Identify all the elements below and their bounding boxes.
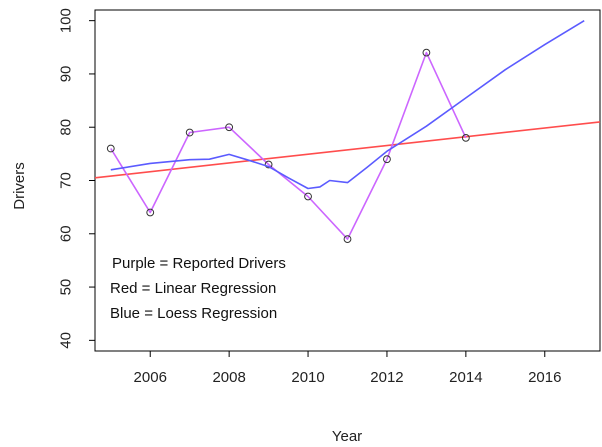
y-tick-label: 90	[58, 66, 75, 83]
y-tick-label: 100	[58, 8, 75, 33]
y-axis-title: Drivers	[11, 162, 28, 210]
x-tick-label: 2012	[370, 369, 403, 386]
series-line-linear	[94, 121, 601, 179]
x-tick-label: 2010	[291, 369, 324, 386]
x-tick-label: 2016	[528, 369, 561, 386]
series-line-reported	[110, 51, 467, 240]
data-point	[422, 48, 431, 57]
series-layer	[94, 20, 601, 244]
plot-frame	[94, 9, 601, 352]
y-axis: 40 50 60 70 80 90 100	[58, 8, 95, 349]
data-point	[461, 133, 470, 142]
data-point	[185, 128, 194, 137]
data-point	[383, 155, 391, 164]
x-tick-label: 2006	[134, 369, 167, 386]
data-point	[146, 208, 155, 217]
x-tick-label: 2008	[212, 369, 245, 386]
annotation-purple: Purple = Reported Drivers	[112, 255, 286, 272]
y-tick-label: 60	[58, 225, 75, 242]
y-tick-label: 70	[58, 172, 75, 189]
series-line-loess	[110, 20, 585, 190]
x-axis-title: Year	[332, 428, 362, 445]
data-point	[264, 160, 273, 169]
y-tick-label: 80	[58, 119, 75, 136]
y-tick-label: 40	[58, 332, 75, 349]
data-point	[343, 235, 352, 244]
x-axis: 2006 2008 2010 2012 2014 2016	[134, 351, 561, 386]
y-tick-label: 50	[58, 279, 75, 296]
data-point	[304, 192, 312, 201]
data-point	[225, 123, 234, 132]
annotation-block: Purple = Reported Drivers Red = Linear R…	[110, 255, 286, 322]
annotation-red: Red = Linear Regression	[110, 280, 276, 297]
data-point	[106, 144, 115, 153]
annotation-blue: Blue = Loess Regression	[110, 305, 277, 322]
x-tick-label: 2014	[449, 369, 482, 386]
